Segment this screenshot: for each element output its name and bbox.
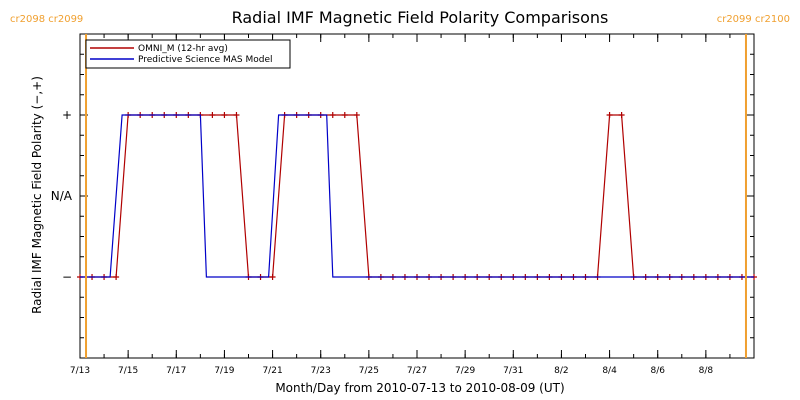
legend: OMNI_M (12-hr avg)Predictive Science MAS… xyxy=(85,39,291,69)
data-point xyxy=(341,112,348,118)
x-tick-label: 7/29 xyxy=(455,366,475,376)
legend-label: Predictive Science MAS Model xyxy=(138,55,273,65)
data-point xyxy=(618,112,625,118)
carrington-label: cr2099 cr2100 xyxy=(717,14,790,25)
y-axis: + N/A − xyxy=(51,53,754,339)
legend-box xyxy=(85,39,291,69)
y-tick-label: N/A xyxy=(51,189,73,203)
x-tick-label: 7/17 xyxy=(166,366,186,376)
data-point xyxy=(353,112,360,118)
x-tick-label: 7/15 xyxy=(118,366,138,376)
y-tick-label: − xyxy=(62,270,72,284)
x-tick-label: 7/23 xyxy=(311,366,331,376)
x-tick-label: 8/8 xyxy=(699,366,714,376)
legend-label: OMNI_M (12-hr avg) xyxy=(138,44,228,54)
data-point xyxy=(113,274,120,280)
series-line-2 xyxy=(80,114,754,278)
plot-frame xyxy=(79,33,755,359)
x-tick-label: 8/6 xyxy=(650,366,665,376)
data-point xyxy=(606,112,613,118)
x-tick-label: 7/13 xyxy=(70,366,90,376)
y-tick-label: + xyxy=(62,108,72,122)
data-point xyxy=(329,112,336,118)
series-line-1 xyxy=(80,114,754,278)
series-layer xyxy=(77,112,757,280)
x-tick-label: 7/31 xyxy=(503,366,523,376)
x-tick-label: 8/2 xyxy=(554,366,568,376)
x-tick-label: 7/27 xyxy=(407,366,427,376)
y-axis-label: Radial IMF Magnetic Field Polarity (−,+) xyxy=(30,76,44,314)
x-tick-label: 7/25 xyxy=(359,366,379,376)
x-axis: 7/13 7/15 7/17 7/19 7/21 7/23 7/25 7/27 7/29 7/31… xyxy=(70,34,755,376)
data-point xyxy=(269,274,276,280)
carrington-label: cr2098 cr2099 xyxy=(10,14,83,25)
data-point xyxy=(209,112,216,118)
x-tick-label: 7/21 xyxy=(262,366,282,376)
data-point xyxy=(233,112,240,118)
carrington-labels: cr2098 cr2099 cr2099 cr2100 xyxy=(10,14,790,25)
x-tick-label: 7/19 xyxy=(214,366,234,376)
x-axis-label: Month/Day from 2010-07-13 to 2010-08-09 … xyxy=(275,381,564,395)
carrington-lines xyxy=(85,34,747,358)
data-point xyxy=(221,112,228,118)
x-tick-label: 8/4 xyxy=(602,366,617,376)
chart-title: Radial IMF Magnetic Field Polarity Compa… xyxy=(232,8,609,27)
